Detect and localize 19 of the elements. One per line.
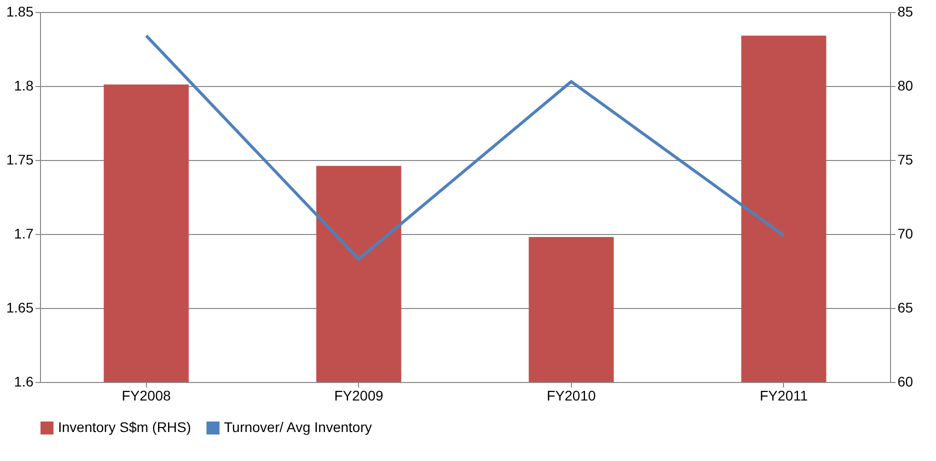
y-tick-label: 1.6 [14, 374, 34, 390]
y2-tick-label: 75 [898, 152, 914, 168]
y2-tick-label: 65 [898, 300, 914, 316]
legend-label: Inventory S$m (RHS) [58, 419, 192, 435]
y2-tick-label: 70 [898, 226, 914, 242]
legend-label: Turnover/ Avg Inventory [224, 419, 372, 435]
y2-tick-label: 60 [898, 374, 914, 390]
y-tick-label: 1.8 [14, 78, 34, 94]
x-tick-label: FY2009 [334, 388, 384, 404]
x-tick-label: FY2011 [760, 388, 808, 404]
y2-tick-label: 85 [898, 4, 914, 20]
x-tick-label: FY2010 [546, 388, 596, 404]
y-tick-label: 1.85 [6, 4, 34, 20]
y-tick-label: 1.75 [6, 152, 34, 168]
y-tick-label: 1.65 [6, 300, 34, 316]
x-tick-label: FY2008 [122, 388, 171, 404]
y-tick-label: 1.7 [14, 226, 34, 242]
y2-tick-label: 80 [898, 78, 914, 94]
line-series [144, 34, 786, 261]
